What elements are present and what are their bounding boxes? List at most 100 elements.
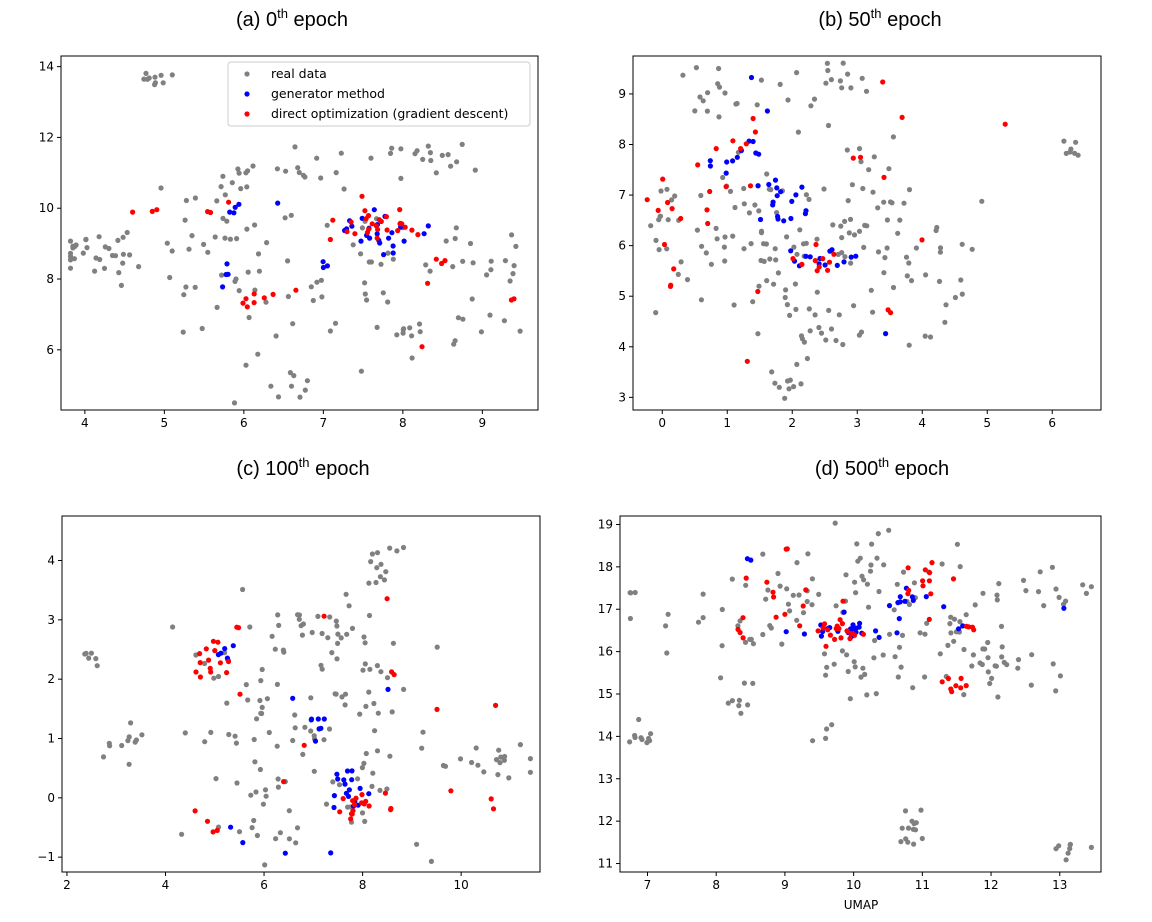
point-d-real <box>1056 843 1062 849</box>
point-c-real <box>286 808 292 814</box>
point-a-real <box>214 304 220 310</box>
point-c-real <box>277 830 283 836</box>
point-c-real <box>367 666 373 672</box>
point-d-real <box>847 696 853 702</box>
point-b-generator <box>827 248 833 254</box>
point-c-real <box>269 633 275 639</box>
point-a-real <box>407 325 413 331</box>
point-b-real <box>927 334 934 340</box>
point-c-generator <box>318 725 324 731</box>
point-c-generator <box>335 776 341 782</box>
point-b-real <box>837 78 844 84</box>
point-b-direct <box>881 174 887 180</box>
point-a-real <box>453 225 459 231</box>
point-d-real <box>824 726 830 732</box>
point-a-generator <box>220 284 226 290</box>
point-d-real <box>871 655 877 661</box>
point-c-real <box>252 759 258 765</box>
point-d-real <box>909 818 915 824</box>
point-a-real <box>467 240 474 247</box>
point-c-direct <box>391 672 397 678</box>
point-a-direct <box>243 296 249 302</box>
point-c-generator <box>240 840 246 846</box>
point-b-real <box>807 328 813 334</box>
point-a-real <box>287 370 293 376</box>
point-d-real <box>894 581 900 587</box>
point-d-real <box>632 589 638 596</box>
point-b-real <box>656 247 662 253</box>
point-a-real <box>274 166 280 172</box>
panel-d-plot: 7 8 9 10 11 12 13 11 12 13 14 15 16 17 18 19 <box>598 515 1102 892</box>
point-d-real <box>809 576 816 582</box>
point-c-real <box>359 765 365 771</box>
point-c-real <box>387 753 393 759</box>
point-d-real <box>729 698 736 704</box>
point-a-real <box>394 332 400 338</box>
point-a-real <box>212 234 218 240</box>
panel-c-x-tick-label: 6 <box>260 878 268 892</box>
point-c-direct <box>217 660 223 666</box>
point-c-generator <box>349 777 355 783</box>
point-d-real <box>736 703 742 709</box>
point-b-real <box>756 208 762 214</box>
point-b-direct <box>669 206 675 212</box>
point-d-real <box>767 623 773 629</box>
point-a-real <box>256 268 262 274</box>
point-c-real <box>469 759 475 766</box>
point-b-real <box>842 254 848 260</box>
legend-direct-marker <box>244 111 250 117</box>
point-d-real <box>1049 564 1055 570</box>
point-a-real <box>510 271 516 277</box>
point-c-generator <box>222 646 228 652</box>
point-a-real <box>366 259 372 265</box>
point-c-generator <box>342 781 348 787</box>
point-a-real <box>222 192 228 198</box>
point-b-real <box>979 198 985 204</box>
point-b-direct <box>738 146 744 152</box>
point-c-real <box>434 644 440 650</box>
point-b-direct <box>671 266 677 272</box>
point-d-direct <box>920 583 926 589</box>
panel-d-x-tick-label: 9 <box>781 878 789 892</box>
point-c-real <box>233 740 239 746</box>
panel-c-x-tick-label: 2 <box>63 878 71 892</box>
point-a-real <box>227 236 233 242</box>
point-b-real <box>758 77 765 83</box>
point-d-real <box>765 587 771 593</box>
point-b-real <box>708 261 715 267</box>
point-c-real <box>346 603 352 609</box>
point-d-real <box>980 590 986 596</box>
point-a-real <box>333 170 339 176</box>
point-d-real <box>823 735 829 742</box>
point-d-real <box>627 739 633 745</box>
point-a-real <box>398 175 404 181</box>
point-a-generator <box>227 209 233 215</box>
point-b-real <box>825 67 831 74</box>
point-b-real <box>826 307 832 313</box>
point-a-real <box>295 165 301 171</box>
point-a-direct <box>293 287 299 293</box>
point-c-generator <box>321 716 327 722</box>
point-a-real <box>282 215 288 221</box>
point-d-generator <box>1061 605 1067 611</box>
point-c-real <box>495 772 501 778</box>
point-c-direct <box>348 816 354 822</box>
point-b-real <box>795 129 802 135</box>
point-b-real <box>754 102 760 108</box>
point-b-real <box>764 278 770 284</box>
point-a-real <box>374 324 380 330</box>
point-a-real <box>115 237 121 243</box>
panel-c-y-tick-label: 2 <box>47 672 55 686</box>
point-c-generator <box>282 850 288 856</box>
point-d-real <box>639 736 645 743</box>
point-c-generator <box>344 768 351 774</box>
point-b-real <box>748 241 754 247</box>
point-c-generator <box>385 686 391 693</box>
point-a-real <box>152 82 158 88</box>
point-a-real <box>297 394 303 400</box>
point-a-real <box>283 168 289 174</box>
point-b-generator <box>707 158 713 164</box>
point-c-real <box>325 635 331 641</box>
point-d-real <box>970 652 977 658</box>
point-d-real <box>785 601 792 607</box>
